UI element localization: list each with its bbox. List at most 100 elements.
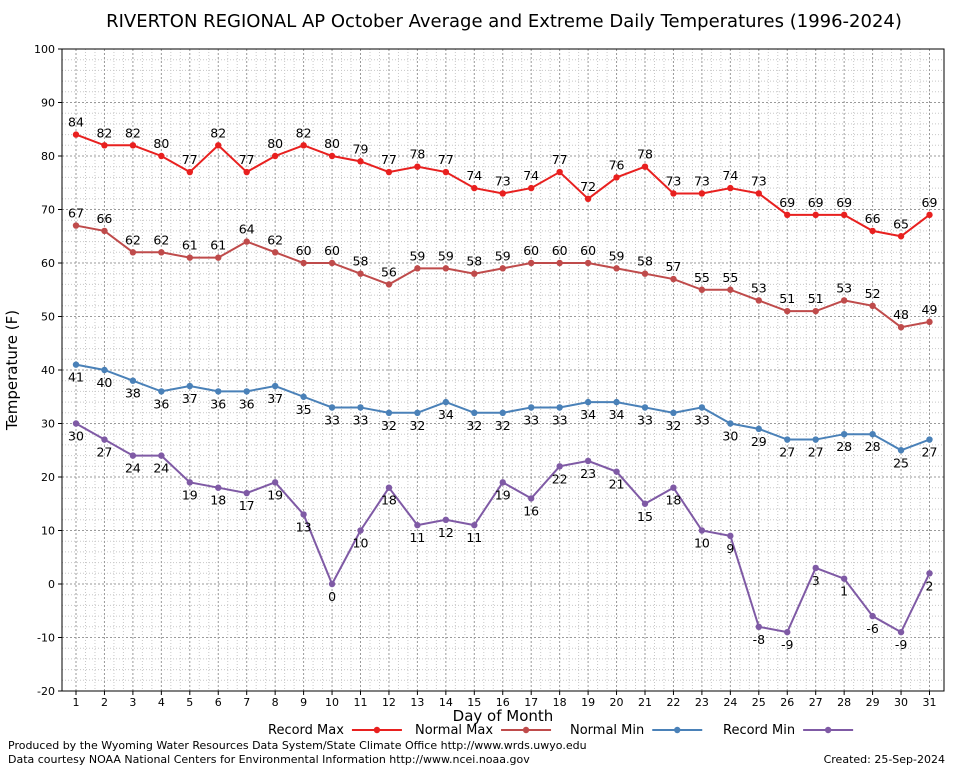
- data-label: -9: [781, 637, 794, 652]
- x-tick-label: 22: [666, 696, 680, 709]
- data-label: 73: [665, 173, 681, 188]
- footer-created-date: Created: 25-Sep-2024: [823, 753, 945, 766]
- series-line: [75, 224, 930, 329]
- data-label: 41: [68, 370, 84, 385]
- x-tick-label: 17: [524, 696, 538, 709]
- data-point: [727, 420, 734, 427]
- data-point: [186, 382, 193, 390]
- data-point: [158, 152, 165, 160]
- data-point: [442, 168, 450, 176]
- data-point: [556, 404, 563, 411]
- data-label: 77: [438, 152, 454, 167]
- data-label: 76: [609, 157, 625, 172]
- data-point: [243, 238, 250, 245]
- data-label: 27: [96, 445, 112, 460]
- data-label: 73: [694, 173, 710, 188]
- y-tick-label: 70: [41, 204, 55, 217]
- data-point: [101, 366, 108, 374]
- data-label: 82: [125, 125, 141, 140]
- data-label: 66: [865, 211, 881, 226]
- data-label: 32: [381, 418, 397, 433]
- data-label: -6: [866, 621, 879, 636]
- data-label: 60: [324, 243, 340, 258]
- data-label: 40: [96, 375, 112, 390]
- data-label: 12: [438, 525, 454, 540]
- data-label: 21: [609, 477, 625, 492]
- x-tick-label: 6: [215, 696, 222, 709]
- data-label: 67: [68, 206, 84, 221]
- data-label: 80: [153, 136, 169, 151]
- data-point: [271, 152, 279, 160]
- data-point: [670, 409, 677, 416]
- data-label: 30: [722, 429, 738, 444]
- x-tick-label: 5: [186, 696, 193, 709]
- data-point: [698, 527, 706, 534]
- y-tick-label: 20: [41, 471, 55, 484]
- data-point: [698, 286, 706, 293]
- x-tick-label: 12: [382, 696, 396, 709]
- data-point: [158, 249, 165, 256]
- y-tick-label: 50: [41, 311, 55, 324]
- data-label: 73: [495, 173, 511, 188]
- data-point: [869, 227, 876, 235]
- data-point: [584, 259, 592, 267]
- data-label: 32: [495, 418, 511, 433]
- y-tick-label: 60: [41, 257, 55, 270]
- data-point: [442, 398, 450, 406]
- data-label: 24: [125, 461, 141, 476]
- data-label: 82: [210, 125, 226, 140]
- data-label: 10: [694, 536, 710, 551]
- data-label: 34: [580, 407, 596, 422]
- legend-swatch-marker: [522, 726, 530, 734]
- data-label: 79: [353, 141, 369, 156]
- data-point: [926, 211, 933, 219]
- data-point: [101, 227, 108, 235]
- data-point: [499, 265, 506, 272]
- data-label: 33: [353, 412, 369, 427]
- data-point: [499, 190, 506, 197]
- x-tick-label: 3: [129, 696, 136, 709]
- data-label: 10: [353, 536, 369, 551]
- data-label: 36: [153, 396, 169, 411]
- data-label: 11: [409, 530, 425, 545]
- data-label: 48: [893, 307, 909, 322]
- data-point: [840, 575, 848, 582]
- data-label: 33: [637, 412, 653, 427]
- data-label: 74: [466, 168, 482, 183]
- data-point: [528, 495, 535, 502]
- x-tick-label: 4: [158, 696, 165, 709]
- x-tick-label: 13: [410, 696, 424, 709]
- data-point: [271, 249, 279, 256]
- y-tick-label: 40: [41, 364, 55, 377]
- data-label: 59: [438, 248, 454, 263]
- x-tick-label: 21: [638, 696, 652, 709]
- data-label: 16: [523, 503, 539, 518]
- data-label: 60: [296, 243, 312, 258]
- x-tick-label: 14: [439, 696, 453, 709]
- data-point: [784, 628, 791, 636]
- x-axis-label: Day of Month: [453, 707, 554, 725]
- data-label: 69: [836, 195, 852, 210]
- data-label: 15: [637, 509, 653, 524]
- data-label: 72: [580, 179, 596, 194]
- data-label: 11: [466, 530, 482, 545]
- data-point: [784, 307, 791, 315]
- data-point: [414, 409, 421, 416]
- data-label: 62: [125, 232, 141, 247]
- data-label: 49: [922, 302, 938, 317]
- data-label: 74: [722, 168, 738, 183]
- data-point: [613, 174, 620, 181]
- data-label: -8: [753, 632, 766, 647]
- data-point: [556, 168, 563, 176]
- x-tick-label: 15: [467, 696, 481, 709]
- data-label: 78: [409, 147, 425, 162]
- data-point: [243, 388, 250, 395]
- data-point: [357, 270, 364, 277]
- y-axis: -20 -10 0 10 20 30 40 50 60 70 80 90 100: [34, 43, 62, 698]
- data-label: 51: [808, 291, 824, 306]
- data-label: 64: [239, 222, 255, 237]
- data-label: 35: [296, 402, 312, 417]
- data-point: [101, 142, 108, 149]
- data-point: [300, 393, 307, 400]
- data-point: [300, 511, 307, 518]
